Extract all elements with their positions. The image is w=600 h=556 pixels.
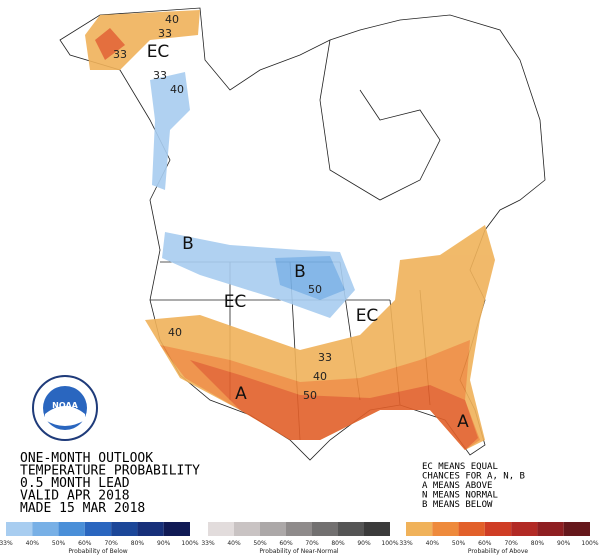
contour-label: 33	[113, 48, 127, 61]
legend-swatch	[111, 522, 138, 536]
legend-swatch	[6, 522, 33, 536]
region-label: B	[294, 262, 306, 282]
legend-tick-label: 80%	[331, 540, 345, 547]
legend-title: Probability of Above	[468, 548, 528, 555]
legend-tick-label: 40%	[426, 540, 440, 547]
region-label: A	[235, 384, 247, 404]
legend-swatch	[563, 522, 590, 536]
legend-tick-label: 60%	[78, 540, 92, 547]
legend-swatch	[338, 522, 364, 536]
legend-swatch	[163, 522, 190, 536]
legend-swatch	[286, 522, 312, 536]
contour-label: 40	[170, 83, 184, 96]
region-label: EC	[356, 306, 379, 326]
legend-tick-label: 60%	[478, 540, 492, 547]
caption-line: ONE-MONTH OUTLOOK	[20, 451, 153, 466]
legend-tick-label: 90%	[357, 540, 371, 547]
legend-tick-label: 50%	[52, 540, 66, 547]
caption-line: 0.5 MONTH LEAD	[20, 476, 130, 491]
legend-tick-label: 33%	[201, 540, 215, 547]
contour-label: 40	[313, 370, 327, 383]
legend-tick-label: 40%	[26, 540, 40, 547]
legend-tick-label: 100%	[181, 540, 198, 547]
legend-tick-label: 80%	[131, 540, 145, 547]
key-line: B MEANS BELOW	[422, 500, 493, 510]
caption-line: MADE 15 MAR 2018	[20, 501, 145, 516]
key-line: CHANCES FOR A, N, B	[422, 472, 525, 482]
contour-label: 33	[153, 69, 167, 82]
legend-tick-label: 70%	[504, 540, 518, 547]
legend-swatch	[432, 522, 459, 536]
legend-swatch	[32, 522, 59, 536]
legend-tick-label: 100%	[381, 540, 398, 547]
legend-swatch	[208, 522, 234, 536]
legend-swatch	[406, 522, 433, 536]
legend-tick-label: 70%	[305, 540, 319, 547]
noaa-logo: NOAA	[32, 375, 98, 441]
contour-label: 33	[158, 27, 172, 40]
region-label: B	[182, 234, 194, 254]
legend-swatch	[364, 522, 390, 536]
legend-swatch	[234, 522, 260, 536]
legend-swatch	[260, 522, 286, 536]
legend-swatch	[84, 522, 112, 536]
contour-label: 40	[165, 13, 179, 26]
key-line: A MEANS ABOVE	[422, 481, 492, 491]
legend-title: Probability of Near-Normal	[259, 548, 338, 555]
contour-label: 33	[318, 351, 332, 364]
key-line: EC MEANS EQUAL	[422, 462, 498, 472]
svg-text:NOAA: NOAA	[52, 401, 78, 410]
region-label: EC	[224, 292, 247, 312]
probability-areas	[85, 10, 495, 450]
legend-tick-label: 100%	[581, 540, 598, 547]
legend-tick-label: 80%	[531, 540, 545, 547]
legend-swatch	[537, 522, 564, 536]
legend-tick-label: 40%	[227, 540, 241, 547]
contour-label: 50	[308, 283, 322, 296]
contour-label: 40	[168, 326, 182, 339]
caption-line: VALID APR 2018	[20, 489, 130, 504]
legend-title: Probability of Below	[68, 548, 127, 555]
legend-swatch	[484, 522, 512, 536]
legend-swatch	[58, 522, 85, 536]
legend-swatch	[458, 522, 485, 536]
legend: 33% 40% 50% 60% 70% 80% 90% 100% Probability of …	[0, 522, 599, 555]
legend-tick-label: 50%	[452, 540, 466, 547]
legend-tick-label: 50%	[253, 540, 267, 547]
legend-swatch	[511, 522, 538, 536]
region-label: EC	[147, 42, 170, 62]
legend-tick-label: 70%	[104, 540, 118, 547]
legend-tick-label: 90%	[557, 540, 571, 547]
contour-label: 50	[303, 389, 317, 402]
key-line: N MEANS NORMAL	[422, 491, 498, 501]
legend-tick-label: 33%	[399, 540, 413, 547]
region-label: A	[457, 412, 469, 432]
legend-tick-label: 33%	[0, 540, 13, 547]
legend-tick-label: 90%	[157, 540, 171, 547]
legend-tick-label: 60%	[279, 540, 293, 547]
legend-swatch	[312, 522, 338, 536]
legend-swatch	[137, 522, 164, 536]
caption-line: TEMPERATURE PROBABILITY	[20, 464, 200, 479]
